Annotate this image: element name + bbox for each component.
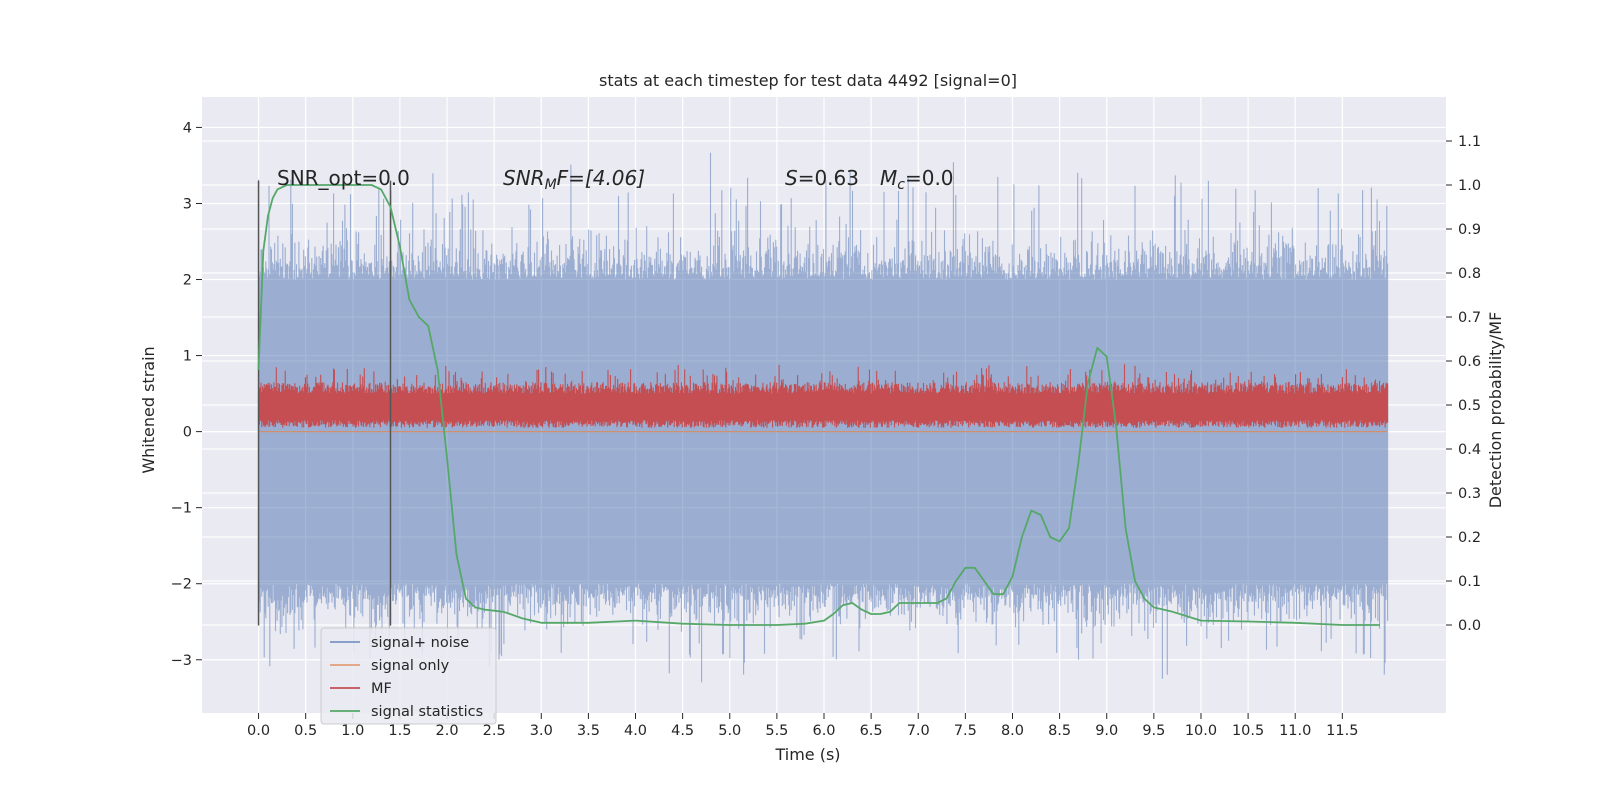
y-tick-label: 2 <box>183 273 192 289</box>
mc-annotation: Mc=0.0 <box>880 166 954 193</box>
snr-mf-main: SNR <box>503 166 545 190</box>
x-tick-label: 3.0 <box>530 723 553 739</box>
y-tick-label: 1 <box>183 349 192 365</box>
chart-title: stats at each timestep for test data 449… <box>599 71 1017 90</box>
s-stat-rest: =0.63 <box>798 166 859 190</box>
y-tick-label: −1 <box>171 501 192 517</box>
x-tick-label: 7.5 <box>954 723 977 739</box>
y2-axis-label: Detection probability/MF <box>1486 312 1505 509</box>
x-tick-label: 10.5 <box>1232 723 1264 739</box>
y2-tick-label: 0.5 <box>1458 398 1481 414</box>
y2-tick-label: 0.2 <box>1458 530 1481 546</box>
y2-tick-label: 1.0 <box>1458 178 1481 194</box>
x-tick-label: 9.0 <box>1095 723 1118 739</box>
y2-tick-label: 0.6 <box>1458 354 1481 370</box>
legend-label: signal only <box>371 658 450 674</box>
s-stat-annotation: S=0.63 <box>785 166 859 190</box>
x-tick-label: 4.0 <box>624 723 647 739</box>
mc-sub: c <box>897 177 905 193</box>
legend-frame <box>320 627 497 725</box>
chart-axes: −3 −2 −1 0 1 2 3 4 0.0 0.1 0.2 0.3 0.4 0.5 0.6 0.7 0.8 0.… <box>171 120 1481 739</box>
y2-tick-label: 0.4 <box>1458 442 1481 458</box>
x-tick-label: 9.5 <box>1142 723 1165 739</box>
snr-mf-rest: F=[4.06] <box>557 166 645 190</box>
s-stat-main: S <box>785 166 798 190</box>
y2-tick-label: 0.0 <box>1458 618 1481 634</box>
x-tick-label: 2.0 <box>435 723 458 739</box>
x-tick-label: 8.0 <box>1001 723 1024 739</box>
x-tick-label: 10.0 <box>1185 723 1217 739</box>
x-tick-label: 0.0 <box>247 723 270 739</box>
snr-mf-sub: M <box>545 177 557 193</box>
x-tick-label: 1.5 <box>388 723 411 739</box>
y-tick-label: −3 <box>171 653 192 669</box>
y2-tick-label: 0.8 <box>1458 266 1481 282</box>
y-axis-label: Whitened strain <box>139 346 158 473</box>
legend-label: signal statistics <box>371 704 483 720</box>
y2-tick-label: 1.1 <box>1458 134 1481 150</box>
snr-opt-annotation: SNR_opt=0.0 <box>277 166 410 190</box>
y-tick-label: −2 <box>171 577 192 593</box>
x-tick-label: 7.0 <box>907 723 930 739</box>
y-tick-label: 0 <box>183 425 192 441</box>
x-tick-label: 3.5 <box>577 723 600 739</box>
x-axis-label: Time (s) <box>774 745 840 764</box>
x-tick-label: 4.5 <box>671 723 694 739</box>
x-tick-label: 0.5 <box>294 723 317 739</box>
signal-statistics-series <box>257 184 1380 626</box>
y-tick-label: 3 <box>183 196 192 212</box>
legend-label: signal+ noise <box>371 635 469 651</box>
y2-tick-label: 0.7 <box>1458 310 1481 326</box>
mc-main: M <box>880 166 897 190</box>
x-tick-label: 8.5 <box>1048 723 1071 739</box>
x-tick-label: 6.5 <box>860 723 883 739</box>
legend-label: MF <box>371 681 392 697</box>
y-tick-label: 4 <box>183 120 192 136</box>
x-tick-label: 2.5 <box>483 723 506 739</box>
x-tick-label: 1.0 <box>341 723 364 739</box>
y2-tick-label: 0.9 <box>1458 222 1481 238</box>
legend: signal+ noise signal only MF signal statist… <box>320 627 497 725</box>
x-tick-label: 5.5 <box>765 723 788 739</box>
mc-rest: =0.0 <box>905 166 954 190</box>
y2-tick-label: 0.3 <box>1458 486 1481 502</box>
chart-marks <box>257 152 1389 683</box>
x-tick-label: 5.0 <box>718 723 741 739</box>
x-tick-label: 6.0 <box>812 723 835 739</box>
y2-tick-label: 0.1 <box>1458 574 1481 590</box>
snr-mf-annotation: SNRMF=[4.06] <box>503 166 645 193</box>
x-tick-label: 11.0 <box>1279 723 1311 739</box>
x-tick-label: 11.5 <box>1326 723 1358 739</box>
